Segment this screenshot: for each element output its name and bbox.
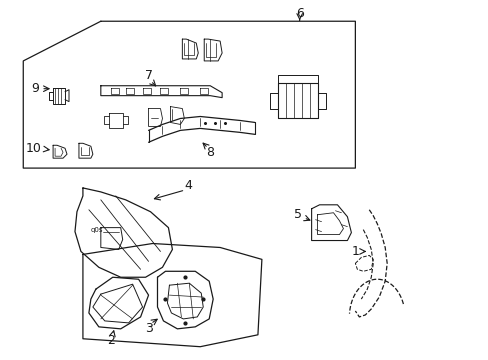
Text: 4: 4: [184, 179, 192, 193]
Text: 10: 10: [25, 142, 41, 155]
Text: 2: 2: [106, 334, 115, 347]
Text: 7: 7: [144, 69, 152, 82]
Text: 6: 6: [295, 7, 303, 20]
Text: 1: 1: [351, 245, 359, 258]
Text: q0s: q0s: [90, 226, 103, 233]
Text: 5: 5: [293, 208, 301, 221]
Text: 8: 8: [206, 146, 214, 159]
Text: 3: 3: [144, 322, 152, 336]
Text: 9: 9: [31, 82, 39, 95]
